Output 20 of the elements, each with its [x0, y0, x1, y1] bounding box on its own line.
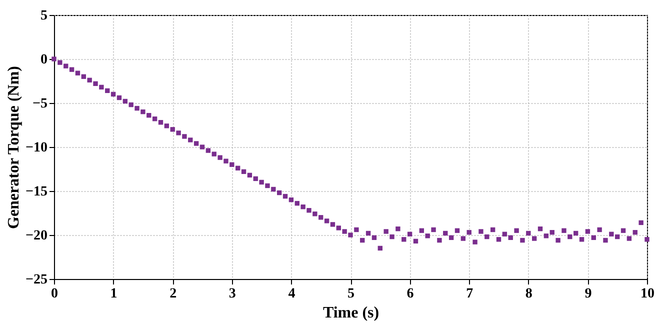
y-tick-label: −20	[26, 228, 48, 244]
x-tick-label: 7	[466, 286, 474, 302]
y-tick-label: −5	[32, 96, 48, 112]
x-tick-label: 0	[51, 286, 58, 302]
x-tick-label: 4	[288, 286, 296, 302]
y-tick-label: −15	[26, 184, 48, 200]
x-tick-label: 9	[584, 286, 592, 302]
x-tick-label: 8	[525, 286, 532, 302]
x-tick-label: 2	[170, 286, 177, 302]
x-axis-title: Time (s)	[322, 304, 380, 322]
y-tick-label: 5	[40, 8, 48, 24]
y-axis-title: Generator Torque (Nm)	[6, 66, 23, 229]
x-tick-label: 1	[110, 286, 118, 302]
x-tick-label: 5	[348, 286, 354, 302]
x-tick-label: 10	[640, 286, 654, 302]
x-tick-label: 6	[406, 286, 414, 302]
y-tick-label: −10	[26, 140, 48, 156]
y-tick-label: −25	[26, 272, 48, 288]
x-tick-label: 3	[228, 286, 236, 302]
y-tick-label: 0	[40, 52, 48, 68]
